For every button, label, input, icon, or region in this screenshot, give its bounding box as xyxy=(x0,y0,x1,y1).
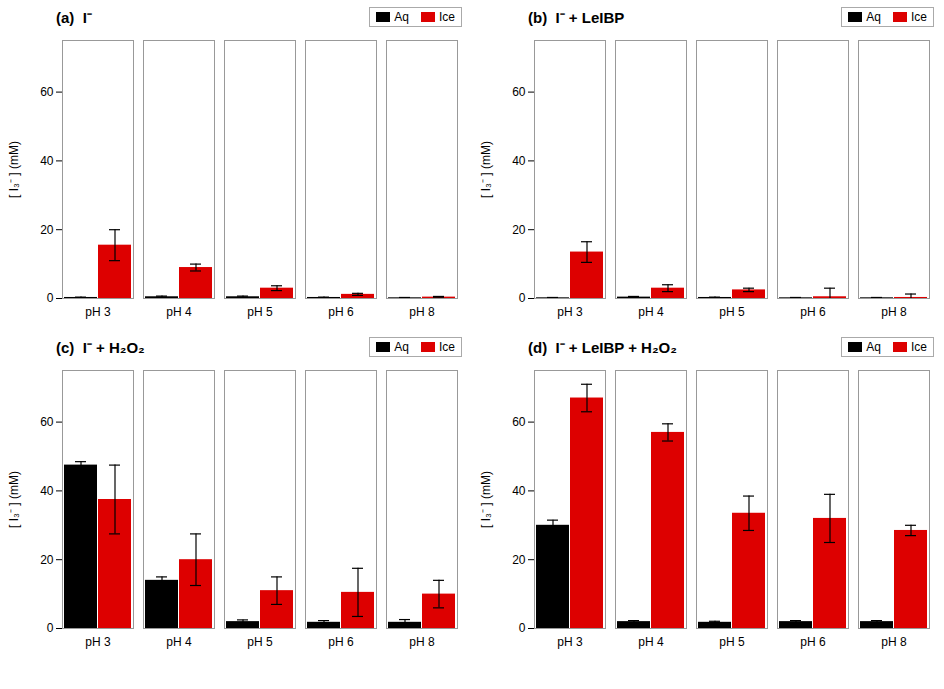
svg-text:40: 40 xyxy=(512,154,526,168)
svg-text:20: 20 xyxy=(40,553,54,567)
html-text:Ice: Ice xyxy=(439,340,455,354)
html-text:(a) I⁻: (a) I⁻ xyxy=(56,9,92,26)
svg-text:pH 4: pH 4 xyxy=(166,635,192,649)
svg-text:pH 6: pH 6 xyxy=(328,305,354,319)
svg-text:0: 0 xyxy=(519,291,526,305)
svg-text:pH 5: pH 5 xyxy=(719,305,745,319)
svg-text:0: 0 xyxy=(47,621,54,635)
svg-text:[ I₃⁻ ] (mM): [ I₃⁻ ] (mM) xyxy=(7,471,21,528)
svg-text:pH 3: pH 3 xyxy=(85,305,111,319)
svg-text:40: 40 xyxy=(40,154,54,168)
svg-text:60: 60 xyxy=(40,415,54,429)
svg-text:pH 5: pH 5 xyxy=(247,635,273,649)
svg-text:pH 6: pH 6 xyxy=(800,635,826,649)
svg-text:pH 3: pH 3 xyxy=(557,635,583,649)
svg-text:pH 4: pH 4 xyxy=(638,635,664,649)
svg-text:[ I₃⁻ ] (mM): [ I₃⁻ ] (mM) xyxy=(479,141,493,198)
html-text:Ice: Ice xyxy=(911,10,927,24)
svg-text:pH 5: pH 5 xyxy=(719,635,745,649)
svg-text:pH 3: pH 3 xyxy=(85,635,111,649)
svg-text:pH 4: pH 4 xyxy=(638,305,664,319)
svg-text:40: 40 xyxy=(40,484,54,498)
svg-text:pH 8: pH 8 xyxy=(409,305,435,319)
html-text:Aq: Aq xyxy=(394,10,409,24)
svg-text:pH 8: pH 8 xyxy=(409,635,435,649)
svg-text:60: 60 xyxy=(40,85,54,99)
html-text:Ice: Ice xyxy=(911,340,927,354)
svg-text:pH 6: pH 6 xyxy=(328,635,354,649)
html-text:Aq: Aq xyxy=(866,10,881,24)
html-text:Aq: Aq xyxy=(394,340,409,354)
html-text:(c) I⁻ + H₂O₂: (c) I⁻ + H₂O₂ xyxy=(56,339,145,356)
svg-text:20: 20 xyxy=(512,223,526,237)
html-text:Aq: Aq xyxy=(866,340,881,354)
svg-text:pH 8: pH 8 xyxy=(881,635,907,649)
svg-text:0: 0 xyxy=(47,291,54,305)
svg-text:[ I₃⁻ ] (mM): [ I₃⁻ ] (mM) xyxy=(479,471,493,528)
svg-text:pH 4: pH 4 xyxy=(166,305,192,319)
svg-text:pH 6: pH 6 xyxy=(800,305,826,319)
html-text:Ice: Ice xyxy=(439,10,455,24)
svg-text:pH 8: pH 8 xyxy=(881,305,907,319)
html-text:(d) I⁻ + LeIBP + H₂O₂: (d) I⁻ + LeIBP + H₂O₂ xyxy=(528,339,677,356)
svg-text:pH 5: pH 5 xyxy=(247,305,273,319)
svg-text:pH 3: pH 3 xyxy=(557,305,583,319)
svg-text:20: 20 xyxy=(512,553,526,567)
svg-text:20: 20 xyxy=(40,223,54,237)
svg-text:40: 40 xyxy=(512,484,526,498)
svg-text:60: 60 xyxy=(512,415,526,429)
svg-text:0: 0 xyxy=(519,621,526,635)
svg-text:[ I₃⁻ ] (mM): [ I₃⁻ ] (mM) xyxy=(7,141,21,198)
svg-text:60: 60 xyxy=(512,85,526,99)
html-text:(b) I⁻ + LeIBP: (b) I⁻ + LeIBP xyxy=(528,9,625,26)
